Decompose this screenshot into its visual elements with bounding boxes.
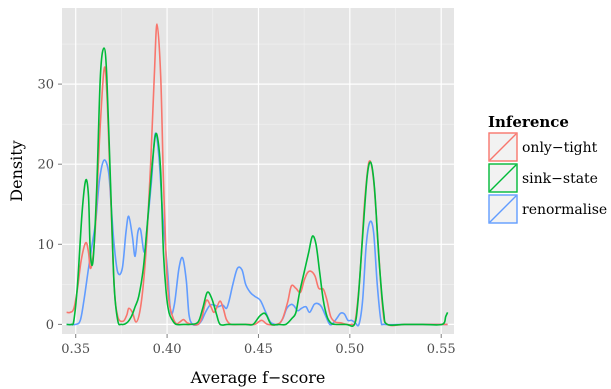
legend-key-line xyxy=(489,133,517,161)
x-tick-label: 0.35 xyxy=(61,342,90,357)
legend-item: only−tight xyxy=(487,131,598,163)
x-tick-label: 0.45 xyxy=(244,342,273,357)
legend-key-line xyxy=(489,164,517,192)
x-tick-label: 0.50 xyxy=(335,342,364,357)
legend-key-outline xyxy=(488,194,518,224)
legend-label: renormalise xyxy=(522,202,607,218)
series-line-renormalise xyxy=(66,132,448,327)
y-axis: 0 10 20 30 xyxy=(37,78,62,333)
y-tick-label: 10 xyxy=(37,238,54,253)
legend-label: only−tight xyxy=(522,140,598,156)
x-axis: 0.35 0.40 0.45 0.50 0.55 xyxy=(61,334,456,357)
x-axis-title: Average f−score xyxy=(190,368,326,387)
legend-key-line xyxy=(489,195,517,223)
legend-label: sink−state xyxy=(522,171,598,187)
legend-item: sink−state xyxy=(487,162,598,194)
x-tick-label: 0.55 xyxy=(427,342,456,357)
legend-title: Inference xyxy=(488,113,569,131)
legend-item: renormalise xyxy=(487,193,607,225)
y-axis-title: Density xyxy=(7,140,26,201)
y-tick-label: 30 xyxy=(37,78,54,93)
series-line-sink-state xyxy=(66,47,449,327)
x-tick-label: 0.40 xyxy=(153,342,182,357)
y-tick-label: 0 xyxy=(46,318,54,333)
series-lines xyxy=(66,23,449,327)
y-tick-label: 20 xyxy=(37,158,54,173)
legend-key-outline xyxy=(488,163,518,193)
legend-key-outline xyxy=(488,132,518,162)
legend: Inference only−tight sink−state renormalis… xyxy=(487,113,607,225)
